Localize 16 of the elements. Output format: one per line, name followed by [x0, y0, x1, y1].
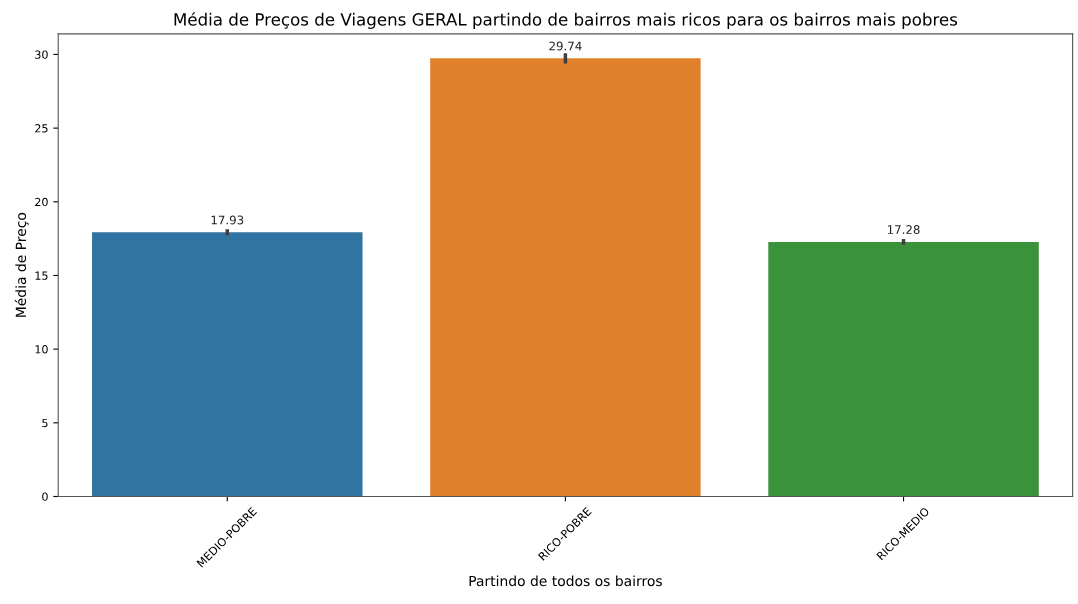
bar: [92, 232, 363, 497]
y-tick-label: 25: [35, 124, 48, 133]
chart-title: Média de Preços de Viagens GERAL partindo de bairros mais ricos para os bairros mais pobres: [174, 12, 958, 29]
y-axis-title: Média de Preço: [14, 212, 29, 317]
data-label: 17.28: [887, 225, 920, 235]
y-tick-label: 30: [35, 50, 48, 59]
y-tick-label: 15: [35, 271, 48, 280]
bar: [430, 58, 701, 497]
data-label: 17.93: [211, 215, 244, 225]
data-label: 29.74: [549, 41, 582, 51]
y-tick-label: 5: [42, 418, 48, 428]
y-tick-label: 0: [42, 492, 48, 501]
x-axis-title: Partindo de todos os bairros: [469, 575, 662, 587]
y-tick-label: 10: [35, 345, 48, 354]
y-tick-label: 20: [35, 197, 48, 207]
bar: [768, 241, 1039, 497]
